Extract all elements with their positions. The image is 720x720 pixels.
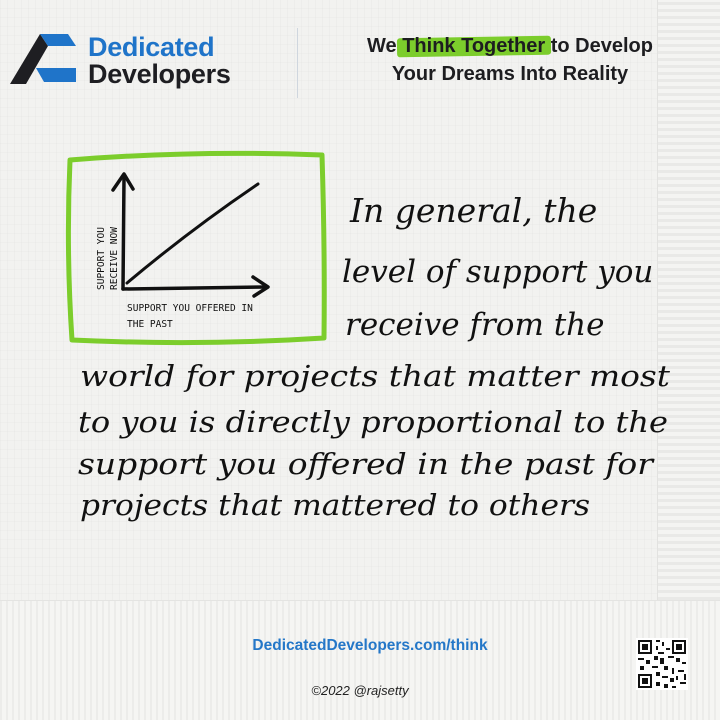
sketch-y-label-line2: RECEIVE NOW <box>109 227 120 290</box>
napkin-edge <box>657 0 720 600</box>
brand-name-line2: Developers <box>88 59 231 89</box>
sketch-x-axis <box>121 285 268 291</box>
sketch-y-axis <box>121 176 126 291</box>
tagline: We Think Together to Develop Your Dreams… <box>310 32 710 88</box>
logo-mark-icon <box>10 34 76 84</box>
note-line-1: In general, the <box>349 191 597 230</box>
qr-code-icon[interactable] <box>636 638 688 690</box>
copyright-text: ©2022 @rajsetty <box>311 683 409 698</box>
note-line-7: projects that mattered to others <box>80 488 590 522</box>
tagline-highlight: Think Together <box>402 35 546 57</box>
footer-url-link[interactable]: DedicatedDevelopers.com/think <box>252 637 488 654</box>
napkin-fold <box>0 600 720 720</box>
sketch-x-label-line1: SUPPORT YOU OFFERED IN <box>127 303 253 314</box>
header-divider <box>297 28 298 98</box>
note-line-2: level of support you <box>342 254 653 290</box>
note-line-5: to you is directly proportional to the <box>78 405 668 439</box>
tagline-line1: We Think Together to Develop <box>310 32 710 60</box>
tagline-prefix: We <box>367 35 403 57</box>
sketch-x-arrow-icon <box>251 275 270 298</box>
sketch-frame <box>65 150 327 346</box>
sketch-x-label-line2: THE PAST <box>127 319 173 330</box>
sketch-y-label-line1: SUPPORT YOU <box>96 227 107 290</box>
tagline-line2: Your Dreams Into Reality <box>391 63 629 85</box>
brand-logo[interactable]: Dedicated Developers <box>10 30 250 90</box>
sketch-y-label: SUPPORT YOU RECEIVE NOW <box>96 227 120 290</box>
sketch-trend-line <box>125 182 260 285</box>
brand-name-line1: Dedicated <box>88 32 215 62</box>
note-line-6: support you offered in the past for <box>78 447 655 481</box>
sketch-y-arrow-icon <box>111 172 135 192</box>
note-line-4: world for projects that matter most <box>80 359 670 393</box>
tagline-suffix: to Develop <box>545 35 653 57</box>
note-line-3: receive from the <box>345 307 604 343</box>
